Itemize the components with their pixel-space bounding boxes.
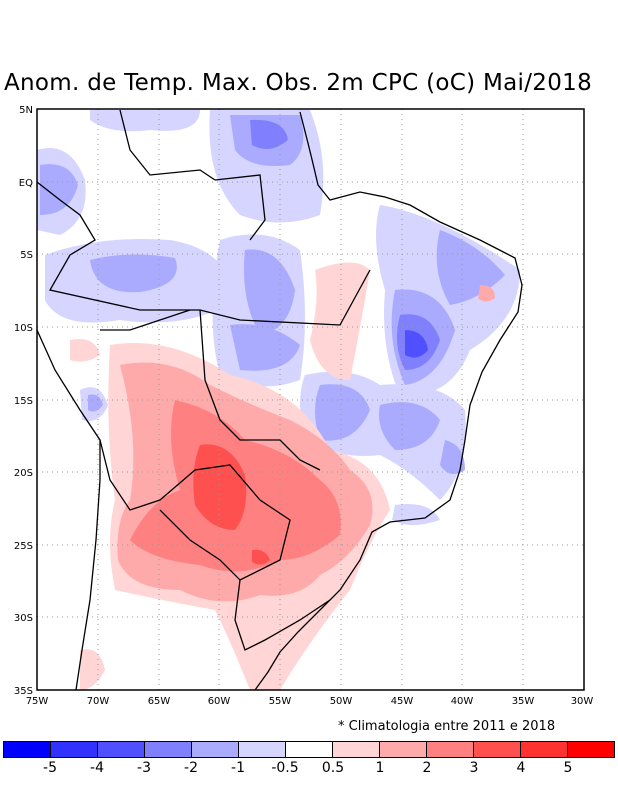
- colorbar-label: -4: [90, 760, 104, 776]
- colorbar-swatch: [286, 742, 333, 757]
- colorbar-label: -2: [184, 760, 198, 776]
- colorbar-label: -1: [231, 760, 245, 776]
- colorbar-swatch: [427, 742, 474, 757]
- anomaly-fields: [37, 110, 520, 690]
- lon-label: 75W: [26, 696, 49, 707]
- lat-label: 10S: [14, 323, 33, 334]
- lat-label: 25S: [14, 541, 33, 552]
- colorbar-swatch: [521, 742, 568, 757]
- lon-label: 40W: [451, 696, 474, 707]
- coastline-borders: [37, 109, 523, 690]
- lat-label: 15S: [14, 396, 33, 407]
- colorbar-swatch: [4, 742, 51, 757]
- colorbar-swatch: [568, 742, 614, 757]
- lat-label: 5S: [20, 250, 33, 261]
- positive-anomaly-very-strong: [193, 444, 270, 565]
- colorbar-swatch: [239, 742, 286, 757]
- map-frame: [36, 108, 585, 691]
- colorbar-swatch: [333, 742, 380, 757]
- map-title: Anom. de Temp. Max. Obs. 2m CPC (oC) Mai…: [4, 70, 593, 96]
- longitude-labels: 75W 70W 65W 60W 55W 50W 45W 40W 35W 30W: [26, 696, 594, 707]
- lon-label: 45W: [391, 696, 414, 707]
- colorbar-label: -5: [43, 760, 57, 776]
- climatology-note: * Climatologia entre 2011 e 2018: [338, 719, 556, 734]
- negative-anomaly-very-strong: [405, 330, 428, 358]
- colorbar-label: 3: [469, 760, 479, 776]
- lon-label: 70W: [87, 696, 110, 707]
- lon-label: 35W: [512, 696, 535, 707]
- colorbar-label: -0.5: [271, 760, 299, 776]
- colorbar-label: 5: [563, 760, 573, 776]
- lon-label: 60W: [208, 696, 231, 707]
- colorbar-label: 4: [516, 760, 526, 776]
- colorbar-swatch: [98, 742, 145, 757]
- colorbar-swatch: [51, 742, 98, 757]
- colorbar: [3, 741, 615, 758]
- lat-label: EQ: [19, 178, 33, 189]
- lat-label: 5N: [19, 105, 33, 116]
- colorbar-swatch: [474, 742, 521, 757]
- lon-label: 55W: [269, 696, 292, 707]
- latitude-labels: 5N EQ 5S 10S 15S 20S 25S 30S 35S: [14, 105, 33, 697]
- lat-label: 35S: [14, 686, 33, 697]
- colorbar-swatch: [145, 742, 192, 757]
- colorbar-label: -3: [137, 760, 151, 776]
- colorbar-label: 0.5: [321, 760, 345, 776]
- colorbar-label: 2: [422, 760, 432, 776]
- colorbar-swatch: [380, 742, 427, 757]
- lon-label: 30W: [571, 696, 594, 707]
- lon-label: 65W: [148, 696, 171, 707]
- colorbar-label: 1: [375, 760, 385, 776]
- lat-label: 20S: [14, 468, 33, 479]
- grid-lines: [37, 109, 584, 690]
- lat-label: 30S: [14, 613, 33, 624]
- colorbar-swatch: [192, 742, 239, 757]
- lon-label: 50W: [330, 696, 353, 707]
